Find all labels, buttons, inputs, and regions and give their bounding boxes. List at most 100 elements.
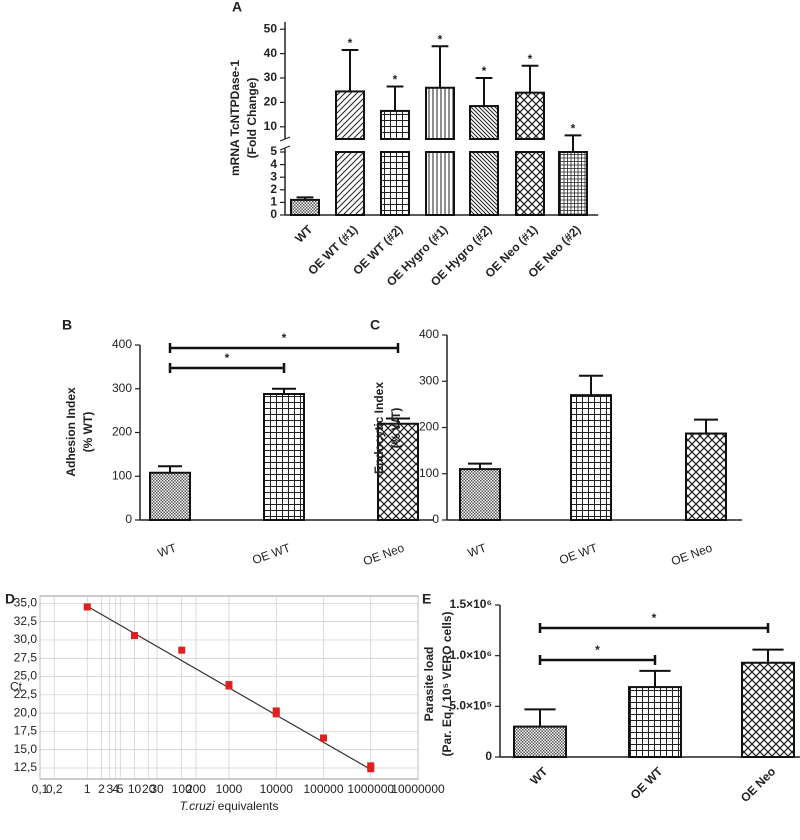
bar-upper — [469, 105, 499, 140]
x-tick-label: 100 — [172, 782, 192, 796]
y-tick-label: 400 — [112, 337, 132, 351]
bar — [263, 393, 305, 521]
y-tick-label: 25,0 — [14, 669, 38, 683]
y-tick-label: 200 — [112, 425, 132, 439]
x-axis-label-species: T.cruzi — [180, 799, 215, 813]
bar — [741, 661, 795, 759]
y-tick-label: 0 — [270, 207, 277, 221]
y-tick-label: 40 — [264, 46, 278, 60]
panel-label: A — [232, 0, 242, 15]
y-axis-label: mRNA TcNTPDase-1 — [228, 60, 242, 176]
panel-label: E — [422, 591, 431, 607]
data-point — [131, 632, 138, 640]
error-bar — [579, 374, 603, 396]
y-tick-label: 30,0 — [14, 632, 38, 646]
error-bar — [158, 465, 182, 473]
comparison-bracket — [538, 623, 770, 633]
y-tick-label: 22,5 — [14, 687, 38, 701]
error-bar — [564, 134, 582, 152]
bar — [469, 151, 499, 216]
x-tick-label: 1000 — [216, 782, 243, 796]
x-tick-label: OE WT — [557, 540, 599, 567]
y-axis-label: (Fold Change) — [245, 78, 259, 159]
bar-upper — [515, 91, 545, 140]
y-tick-label: 4 — [270, 157, 277, 171]
significance-mark: * — [438, 32, 443, 46]
y-tick-label: 0 — [485, 749, 492, 763]
x-tick-label: 20 — [142, 782, 156, 796]
x-tick-label: OE Neo — [361, 541, 406, 569]
y-axis-label: (% WT) — [81, 412, 95, 453]
x-tick-label: 3 — [106, 782, 113, 796]
x-tick-label: 1000000 — [347, 782, 394, 796]
bar — [335, 151, 365, 216]
significance-mark: * — [652, 611, 657, 625]
significance-mark: * — [528, 52, 533, 66]
bar — [515, 151, 545, 216]
x-tick-label: 100000 — [303, 782, 343, 796]
x-tick-label: OE WT — [628, 764, 666, 802]
x-axis-label: T.cruzi equivalents — [180, 799, 279, 813]
error-bar — [272, 387, 296, 394]
x-tick-label: 30 — [150, 782, 164, 796]
y-tick-label: 27,5 — [14, 650, 38, 664]
y-tick-label: 100 — [419, 466, 439, 480]
bar — [425, 151, 455, 216]
comparison-bracket — [168, 363, 286, 373]
error-bar — [341, 48, 359, 92]
x-tick-label: 0,1 — [32, 782, 49, 796]
y-tick-label: 1 — [270, 195, 277, 209]
error-bar — [296, 196, 314, 200]
data-point — [320, 734, 327, 742]
error-bar — [386, 417, 410, 424]
y-tick-label: 20 — [264, 95, 278, 109]
bar — [459, 468, 501, 521]
error-bar — [431, 45, 449, 88]
x-tick-label: 10000 — [260, 782, 294, 796]
y-axis-label: Endocytic Index — [372, 382, 386, 474]
y-axis-label: (Par. Eq./ 10⁵ VERO cells) — [440, 611, 454, 756]
error-bar — [521, 64, 539, 93]
bar — [290, 198, 320, 217]
bar — [377, 422, 419, 521]
y-tick-label: 3 — [270, 169, 277, 183]
comparison-bracket — [168, 343, 400, 353]
data-point — [272, 710, 280, 718]
y-tick-label: 300 — [419, 373, 439, 387]
x-tick-label: 200 — [186, 782, 206, 796]
y-tick-label: 10 — [264, 119, 278, 133]
x-tick-label: 1 — [84, 782, 91, 796]
comparison-bracket — [538, 655, 657, 665]
bar — [570, 394, 612, 521]
x-axis-label-text: equivalents — [218, 799, 279, 813]
panel-label: D — [5, 591, 15, 607]
x-tick-label: 0,2 — [46, 782, 63, 796]
x-tick-label: WT — [292, 222, 316, 246]
significance-mark: * — [595, 643, 600, 657]
x-tick-label: 10000000 — [391, 782, 445, 796]
x-tick-label: WT — [527, 764, 551, 788]
error-bar — [752, 648, 784, 663]
y-tick-label: 100 — [112, 468, 132, 482]
y-tick-label: 35,0 — [14, 595, 38, 609]
y-tick-label: 400 — [419, 327, 439, 341]
axis-break — [279, 145, 291, 151]
error-bar — [694, 418, 718, 434]
significance-mark: * — [348, 36, 353, 50]
error-bar — [524, 708, 556, 727]
x-tick-label: OE Neo — [738, 764, 779, 805]
bar — [558, 151, 588, 216]
bar-upper — [425, 86, 455, 141]
y-tick-label: 1.5×10⁶ — [449, 597, 492, 611]
x-tick-label: 4 — [112, 782, 119, 796]
y-tick-label: 1.0×10⁶ — [449, 648, 492, 662]
x-tick-label: OE Neo — [669, 541, 714, 569]
y-tick-label: 50 — [264, 21, 278, 35]
bar — [685, 432, 727, 522]
error-bar — [475, 77, 493, 107]
bar — [513, 725, 567, 758]
data-point — [83, 603, 91, 611]
y-tick-label: 300 — [112, 381, 132, 395]
y-tick-label: 0 — [432, 512, 439, 526]
